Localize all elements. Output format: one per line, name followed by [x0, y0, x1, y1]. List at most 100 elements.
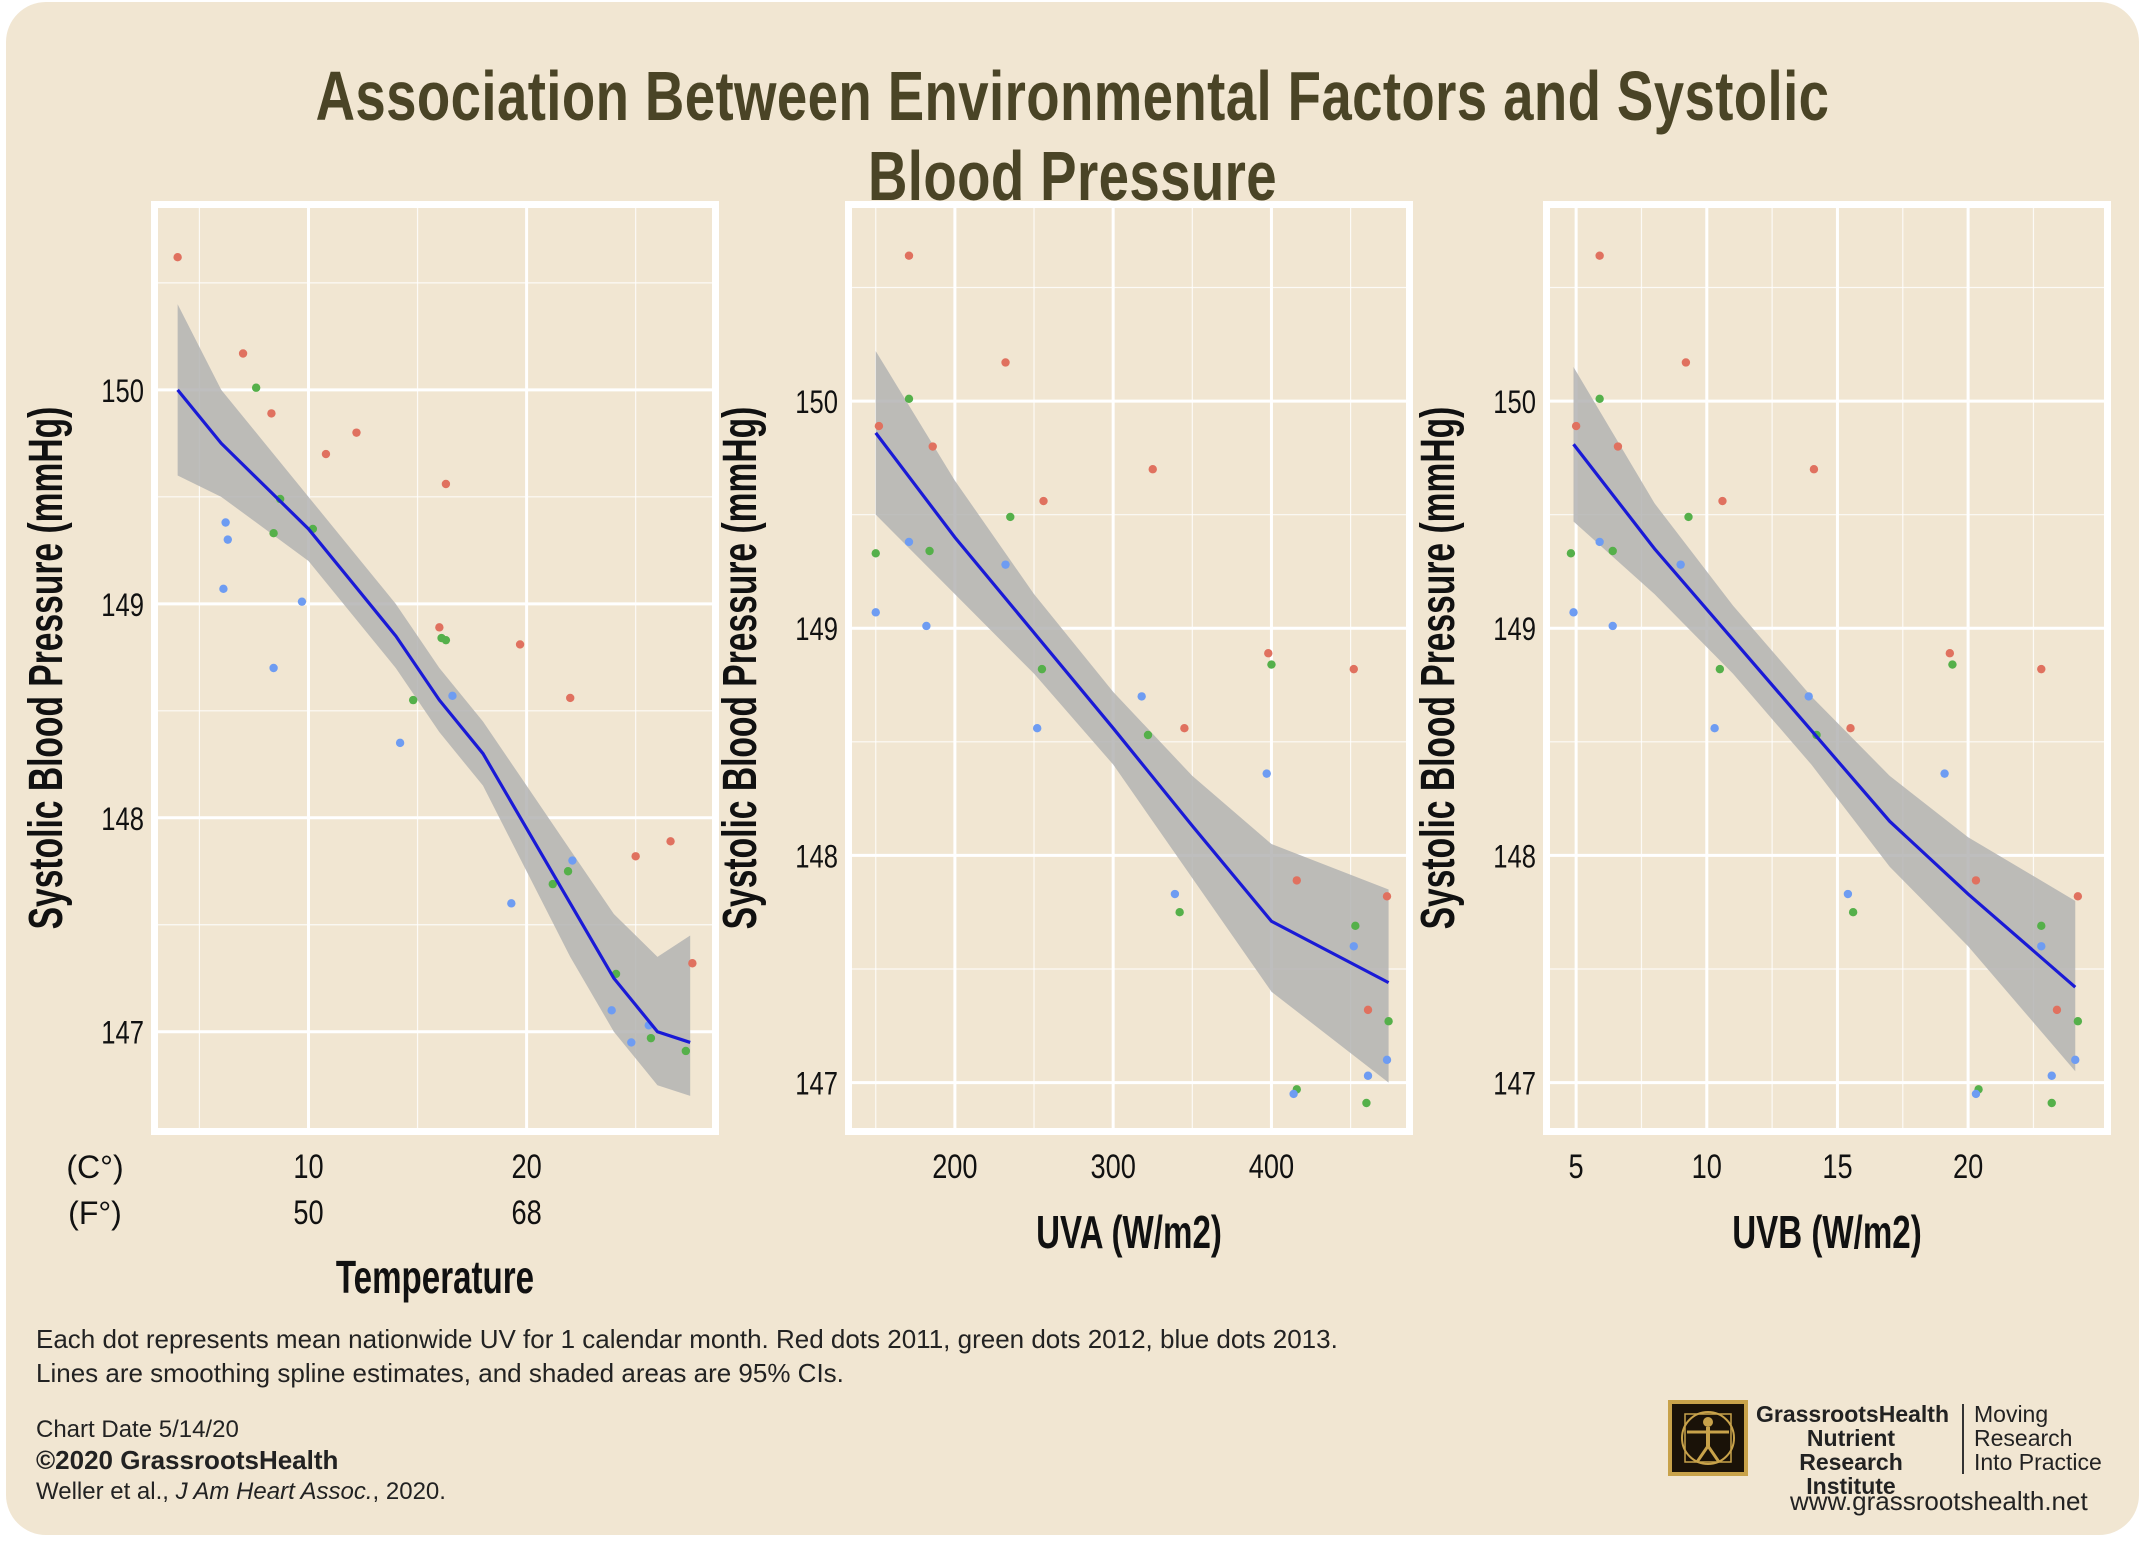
data-point-2013 [904, 537, 914, 547]
data-point-2012 [646, 1033, 656, 1043]
x-tick-label: 20 [1953, 1147, 1983, 1186]
data-point-2011 [1945, 649, 1955, 658]
data-point-2011 [904, 251, 914, 260]
data-point-2013 [1608, 621, 1617, 631]
confidence-band [875, 351, 1389, 1083]
data-point-2011 [1595, 251, 1604, 260]
data-point-2011 [631, 852, 640, 861]
logo-tagline: Moving Research Into Practice [1974, 1402, 2102, 1474]
data-point-2011 [1264, 649, 1273, 658]
data-point-2012 [1267, 660, 1276, 669]
data-point-2013 [1804, 692, 1813, 701]
x-tick-label: 5 [1569, 1147, 1584, 1186]
data-point-2012 [563, 867, 573, 876]
data-point-2012 [408, 695, 418, 705]
data-point-2012 [1948, 660, 1957, 669]
data-point-2013 [2071, 1055, 2080, 1065]
x-tick-label: 300 [1090, 1147, 1135, 1186]
data-point-2011 [928, 442, 937, 451]
data-point-2013 [1710, 723, 1719, 733]
website-link[interactable]: www.grassrootshealth.net [1790, 1486, 2088, 1516]
data-point-2013 [568, 856, 577, 865]
page-title: Association Between Environmental Factor… [315, 57, 1830, 215]
data-point-2011 [688, 959, 697, 968]
data-point-2012 [2037, 921, 2046, 931]
y-tick-label: 148 [1493, 840, 1536, 875]
x-tick-label: 400 [1249, 1147, 1294, 1186]
data-point-2013 [1569, 608, 1578, 617]
data-point-2012 [1175, 907, 1184, 917]
data-point-2012 [251, 383, 261, 392]
data-point-2013 [219, 584, 228, 594]
x-tick-label: 10 [1692, 1147, 1722, 1186]
fit-line [1572, 443, 2077, 989]
data-point-2012 [1362, 1098, 1371, 1108]
citation-year: , 2020. [372, 1478, 446, 1505]
data-point-2011 [1718, 496, 1727, 506]
data-point-2012 [1848, 907, 1858, 917]
x-tick-label: 200 [932, 1147, 977, 1186]
data-point-2011 [1349, 664, 1358, 674]
data-point-2011 [515, 640, 525, 649]
data-point-2012 [681, 1046, 691, 1056]
data-point-2013 [1843, 889, 1853, 899]
y-tick-label: 149 [101, 588, 144, 623]
y-tick-label: 149 [1493, 613, 1536, 648]
data-point-2013 [223, 535, 232, 544]
data-point-2013 [507, 899, 516, 908]
data-point-2011 [1382, 892, 1392, 901]
chart-date: Chart Date 5/14/20 [36, 1416, 239, 1443]
data-point-2011 [435, 623, 444, 632]
data-point-2011 [1571, 421, 1581, 431]
data-point-2013 [607, 1006, 616, 1015]
note-line-2: Lines are smoothing spline estimates, an… [36, 1358, 844, 1388]
note-line-1: Each dot represents mean nationwide UV f… [36, 1324, 1338, 1354]
data-point-2013 [2037, 942, 2046, 951]
data-point-2011 [441, 479, 451, 489]
data-point-2013 [297, 597, 307, 606]
data-point-2011 [1363, 1005, 1373, 1015]
data-point-2012 [2047, 1098, 2056, 1108]
y-tick-label: 149 [795, 613, 838, 648]
x-axis-label: UVA (W/m2) [1036, 1208, 1222, 1258]
data-point-2012 [1143, 730, 1153, 740]
data-point-2011 [1846, 723, 1855, 733]
citation-authors: Weller et al., [36, 1478, 176, 1505]
data-point-2013 [1363, 1071, 1373, 1080]
data-point-2011 [173, 253, 182, 262]
y-tick-label: 150 [101, 374, 144, 409]
y-tick-label: 150 [1493, 385, 1536, 420]
data-point-2013 [395, 738, 405, 748]
x-tick-label: 15 [1822, 1147, 1852, 1186]
tagline-2: Research [1974, 1425, 2073, 1451]
fit-line [176, 388, 691, 1044]
data-point-2012 [441, 635, 451, 645]
chart-notes: Each dot represents mean nationwide UV f… [36, 1322, 1338, 1390]
x-axis-label: UVB (W/m2) [1732, 1208, 1922, 1258]
y-axis-label: Systolic Blood Pressure (mmHg) [1410, 407, 1464, 930]
chart-panel-2: 147 148 149 150 200 300 400 UVA (W/m2) Systolic … [712, 201, 1413, 1258]
data-point-2011 [566, 693, 575, 703]
data-point-2013 [1032, 723, 1042, 733]
x-tick-label: 20 [511, 1147, 541, 1186]
data-point-2011 [1039, 496, 1048, 506]
data-point-2013 [1170, 889, 1180, 899]
data-point-2011 [321, 449, 331, 459]
data-point-2012 [871, 549, 880, 558]
y-tick-label: 148 [101, 802, 144, 837]
data-point-2012 [1715, 664, 1725, 674]
data-point-2013 [1971, 1089, 1981, 1099]
data-point-2011 [352, 428, 361, 437]
data-point-2012 [1006, 512, 1015, 522]
x-secondary-tick-label: 50 [293, 1193, 323, 1232]
unit-celsius-label: (C°) [66, 1149, 123, 1185]
data-point-2013 [922, 621, 931, 631]
vitruvian-logo-icon [1668, 1400, 1748, 1476]
data-point-2013 [1289, 1089, 1298, 1099]
data-point-2011 [1613, 442, 1623, 451]
data-point-2013 [1262, 769, 1271, 778]
data-point-2012 [548, 879, 557, 889]
x-axis-label: Temperature [336, 1253, 534, 1303]
data-point-2013 [1349, 942, 1358, 951]
